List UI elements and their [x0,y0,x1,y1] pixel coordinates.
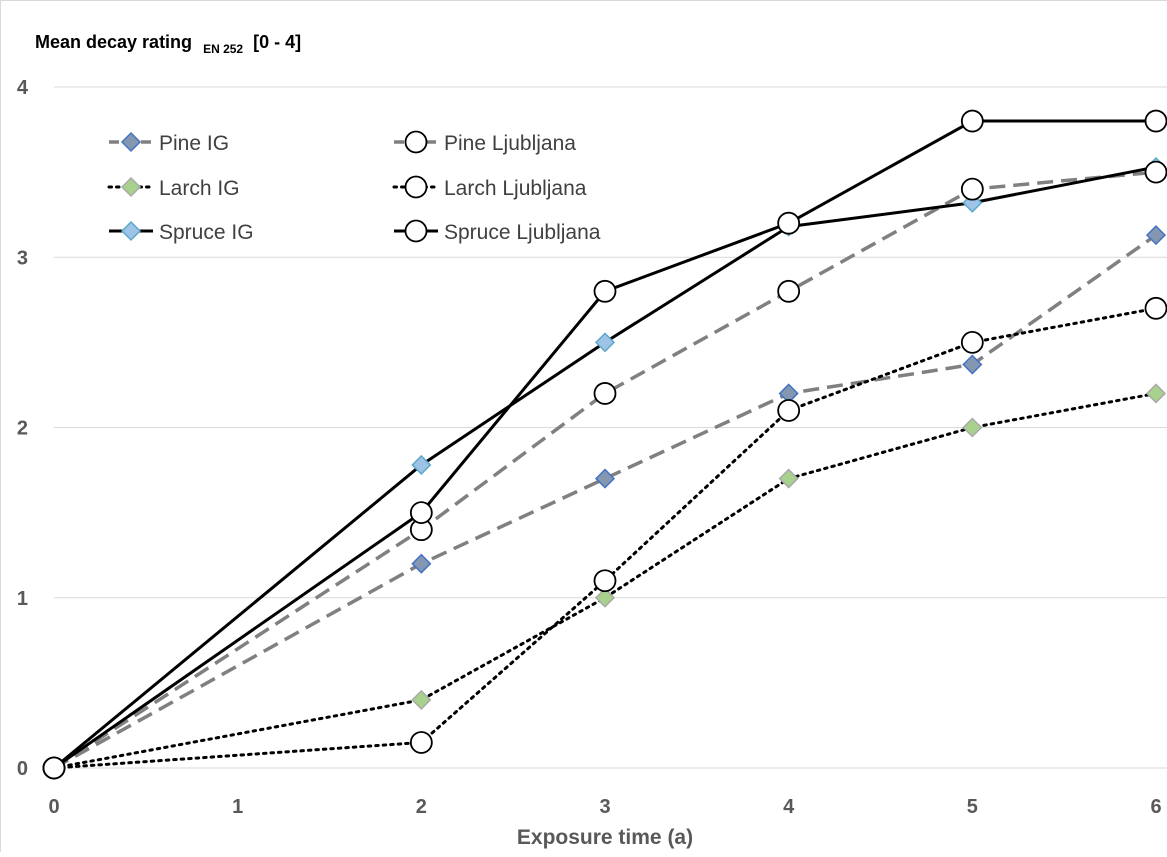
data-point-larch-ljubljana [777,399,801,422]
data-point-larch-ljubljana [960,330,984,354]
x-axis-title: Exposure time (a) [517,826,693,849]
series-line-larch-ljubljana [52,306,1158,770]
legend-label: Spruce IG [159,221,254,244]
x-tick-label: 2 [416,796,427,818]
data-point-pine-ig [962,354,983,375]
y-tick-label: 2 [17,418,28,440]
legend-item-spruce-ig: Spruce IG [109,220,254,244]
data-point-spruce-ljubljana [777,211,801,235]
legend-item-larch-ljubljana: Larch Ljubljana [392,175,587,200]
data-point-larch-ljubljana [1144,296,1167,320]
data-point-spruce-ljubljana [593,279,617,303]
legend-marker [120,176,142,198]
y-tick-labels: 0 1 2 3 4 [17,77,29,780]
series-line-spruce-ljubljana [53,119,1156,770]
data-point-larch-ljubljana [409,731,433,754]
y-tick-label: 3 [17,247,28,269]
y-axis-title: Mean decay rating EN 252 [0 - 4] [35,32,301,57]
series-line-pine-ig [53,233,1158,770]
x-tick-label: 3 [599,796,610,818]
legend-label: Larch IG [159,177,240,200]
data-point-larch-ljubljana [593,569,617,593]
y-axis-title-range: [0 - 4] [253,32,301,52]
data-point-larch-ig [1145,383,1167,404]
x-tick-label: 4 [783,796,795,818]
y-tick-label: 1 [17,588,28,610]
data-point-larch-ig [962,417,983,438]
data-point-pine-ljubljana [960,177,984,201]
x-tick-label: 1 [232,796,243,818]
gridlines [54,86,1167,769]
data-point-pine-ljubljana [593,382,617,405]
y-axis-title-subscript: EN 252 [203,42,243,56]
data-point-pine-ljubljana [1144,160,1167,184]
legend: Pine IG Pine Ljubljana Larch IG Larch Ljubl… [107,130,601,244]
legend-label: Spruce Ljubljana [444,221,601,244]
legend-marker [404,219,428,243]
legend-item-spruce-ljubljana: Spruce Ljubljana [394,219,601,244]
legend-item-larch-ig: Larch IG [107,176,240,200]
y-tick-label: 0 [17,758,28,780]
data-point-pine-ig [594,468,616,489]
series-line-spruce-ig [53,165,1157,770]
series-markers [42,109,1167,780]
legend-label: Larch Ljubljana [444,177,587,200]
data-point-pine-ljubljana [777,279,801,303]
data-point-spruce-ljubljana [409,501,433,525]
legend-marker [120,220,142,242]
y-axis-title-main: Mean decay rating [35,32,192,52]
data-point-pine-ig [411,553,432,574]
data-point-spruce-ig [594,332,616,353]
x-tick-labels: 0 1 2 3 4 5 6 [48,796,1161,818]
x-tick-label: 5 [967,796,978,818]
data-point-spruce-ig [411,454,432,476]
x-tick-label: 0 [48,796,59,818]
x-tick-label: 6 [1150,796,1161,818]
series-line-larch-ig [52,391,1158,770]
legend-marker [120,131,142,153]
data-point-larch-ig [778,468,799,489]
series-line-pine-ljubljana [53,170,1157,770]
legend-label: Pine Ljubljana [444,132,576,155]
legend-item-pine-ljubljana: Pine Ljubljana [394,130,576,155]
legend-marker [404,130,428,154]
data-point-spruce-ljubljana [1144,109,1167,133]
data-point-larch-ig [411,689,432,710]
data-point-spruce-ljubljana [42,756,66,780]
legend-label: Pine IG [159,132,229,155]
series-lines [52,119,1158,770]
data-point-larch-ig [594,587,616,608]
y-tick-label: 4 [17,77,29,99]
legend-marker [404,175,428,199]
legend-item-pine-ig: Pine IG [109,131,229,155]
data-point-pine-ig [1145,225,1167,246]
data-point-spruce-ljubljana [960,109,984,133]
